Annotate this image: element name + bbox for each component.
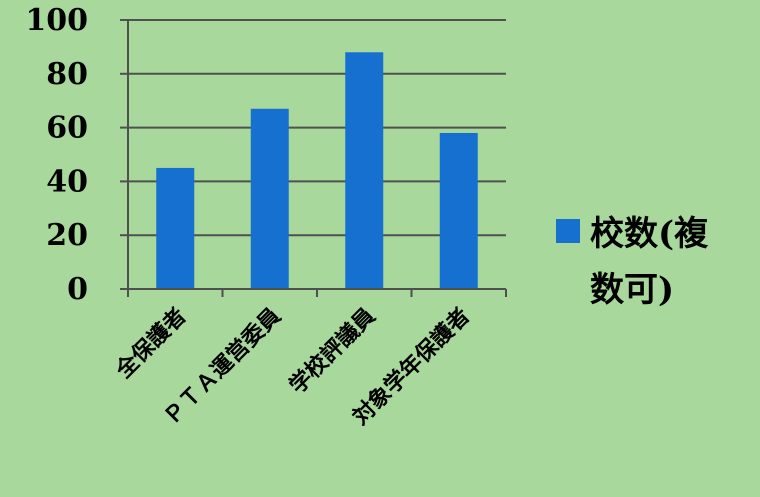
y-tick-label-40: 40 xyxy=(46,164,88,199)
legend-swatch xyxy=(556,219,580,243)
bar-2 xyxy=(250,108,289,290)
bar-4 xyxy=(439,132,478,289)
y-tick-labels: 0 20 40 60 80 100 xyxy=(25,3,88,307)
legend-label-line-1: 校数(複 xyxy=(590,214,709,254)
x-tick-label-1: 全保護者 xyxy=(110,303,191,384)
bar-1 xyxy=(156,167,195,289)
y-tick-label-20: 20 xyxy=(46,218,88,253)
axes xyxy=(120,19,507,297)
y-tick-label-0: 0 xyxy=(67,272,88,307)
x-tick-label-3: 学校評議員 xyxy=(284,303,380,399)
legend: 校数(複 数可) xyxy=(556,214,709,310)
bar-3 xyxy=(345,52,384,289)
y-tick-label-100: 100 xyxy=(25,3,88,38)
bars xyxy=(156,52,478,290)
legend-label-line-2: 数可) xyxy=(590,270,674,310)
y-tick-label-60: 60 xyxy=(46,111,88,146)
y-tick-label-80: 80 xyxy=(46,57,88,92)
